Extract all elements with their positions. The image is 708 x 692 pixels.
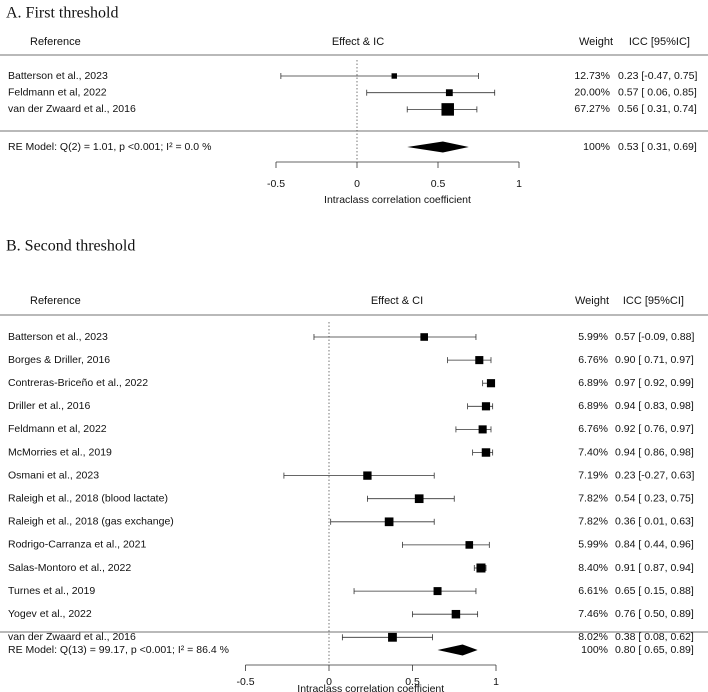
study-weight: 20.00% [574, 86, 610, 98]
study-weight: 7.46% [578, 608, 608, 620]
study-icc: 0.97 [ 0.92, 0.99] [615, 377, 694, 389]
study-point-estimate [476, 563, 486, 573]
study-point-estimate [441, 103, 454, 116]
header-effect: Effect & IC [332, 36, 384, 48]
study-icc: 0.23 [-0.47, 0.75] [618, 70, 697, 82]
study-weight: 8.02% [578, 631, 608, 643]
header-effect: Effect & CI [371, 295, 423, 307]
x-tick-label: -0.5 [267, 178, 285, 190]
study-reference: Raleigh et al., 2018 (blood lactate) [8, 492, 168, 504]
study-point-estimate [481, 402, 491, 411]
study-reference: Raleigh et al., 2018 (gas exchange) [8, 516, 174, 528]
study-weight: 7.82% [578, 516, 608, 528]
summary-icc: 0.53 [ 0.31, 0.69] [618, 141, 697, 153]
header-reference: Reference [30, 36, 81, 48]
study-icc: 0.57 [-0.09, 0.88] [615, 331, 694, 343]
header-icc: ICC [95%IC] [629, 36, 690, 48]
study-point-estimate [384, 517, 394, 527]
study-point-estimate [481, 448, 491, 457]
study-weight: 5.99% [578, 539, 608, 551]
x-tick-label: 0.5 [431, 178, 446, 190]
study-icc: 0.54 [ 0.23, 0.75] [615, 492, 694, 504]
study-weight: 7.82% [578, 492, 608, 504]
study-point-estimate [388, 632, 397, 642]
study-reference: Osmani et al., 2023 [8, 469, 99, 481]
study-icc: 0.94 [ 0.86, 0.98] [615, 446, 694, 458]
study-reference: Batterson et al., 2023 [8, 331, 108, 343]
study-weight: 8.40% [578, 562, 608, 574]
study-reference: Batterson et al., 2023 [8, 70, 108, 82]
summary-label: RE Model: Q(2) = 1.01, p <0.001; I² = 0.… [8, 141, 211, 153]
study-reference: van der Zwaard et al., 2016 [8, 103, 136, 115]
x-tick-label: 1 [516, 178, 522, 190]
study-weight: 67.27% [574, 103, 610, 115]
study-icc: 0.57 [ 0.06, 0.85] [618, 86, 697, 98]
study-reference: McMorries et al., 2019 [8, 446, 112, 458]
study-icc: 0.84 [ 0.44, 0.96] [615, 539, 694, 551]
header-weight: Weight [575, 295, 609, 307]
study-icc: 0.94 [ 0.83, 0.98] [615, 400, 694, 412]
header-weight: Weight [579, 36, 613, 48]
study-point-estimate [420, 333, 428, 341]
study-weight: 6.61% [578, 585, 608, 597]
x-tick-label: 0.5 [405, 676, 420, 688]
study-weight: 7.40% [578, 446, 608, 458]
study-weight: 5.99% [578, 331, 608, 343]
summary-diamond [407, 141, 469, 153]
header-icc: ICC [95%CI] [623, 295, 684, 307]
study-reference: Driller et al., 2016 [8, 400, 90, 412]
study-weight: 6.76% [578, 423, 608, 435]
study-point-estimate [465, 541, 474, 549]
panel-title: A. First threshold [6, 5, 118, 22]
study-icc: 0.92 [ 0.76, 0.97] [615, 423, 694, 435]
study-reference: Yogev et al., 2022 [8, 608, 92, 620]
study-reference: Contreras-Briceño et al., 2022 [8, 377, 148, 389]
x-tick-label: 1 [493, 676, 499, 688]
x-tick-label: -0.5 [236, 676, 254, 688]
study-icc: 0.65 [ 0.15, 0.88] [615, 585, 694, 597]
study-weight: 12.73% [574, 70, 610, 82]
study-weight: 6.89% [578, 400, 608, 412]
study-point-estimate [363, 471, 372, 480]
study-point-estimate [475, 356, 484, 365]
study-icc: 0.90 [ 0.71, 0.97] [615, 354, 694, 366]
study-icc: 0.36 [ 0.01, 0.63] [615, 516, 694, 528]
study-icc: 0.56 [ 0.31, 0.74] [618, 103, 697, 115]
study-icc: 0.76 [ 0.50, 0.89] [615, 608, 694, 620]
study-reference: Feldmann et al, 2022 [8, 423, 107, 435]
summary-label: RE Model: Q(13) = 99.17, p <0.001; I² = … [8, 644, 229, 656]
x-tick-label: 0 [354, 178, 360, 190]
study-reference: Borges & Driller, 2016 [8, 354, 110, 366]
study-point-estimate [391, 73, 397, 79]
study-point-estimate [486, 379, 496, 388]
study-icc: 0.38 [ 0.08, 0.62] [615, 631, 694, 643]
summary-diamond [437, 644, 478, 656]
study-weight: 6.89% [578, 377, 608, 389]
study-weight: 7.19% [578, 469, 608, 481]
study-point-estimate [445, 89, 453, 97]
study-reference: Turnes et al., 2019 [8, 585, 95, 597]
study-reference: Feldmann et al, 2022 [8, 86, 107, 98]
panel-title: B. Second threshold [6, 238, 135, 255]
study-reference: Rodrigo-Carranza et al., 2021 [8, 539, 146, 551]
summary-icc: 0.80 [ 0.65, 0.89] [615, 644, 694, 656]
study-point-estimate [433, 587, 442, 596]
study-icc: 0.23 [-0.27, 0.63] [615, 469, 694, 481]
study-weight: 6.76% [578, 354, 608, 366]
study-point-estimate [451, 609, 461, 619]
study-reference: van der Zwaard et al., 2016 [8, 631, 136, 643]
x-tick-label: 0 [326, 676, 332, 688]
summary-weight: 100% [581, 644, 608, 656]
header-reference: Reference [30, 295, 81, 307]
x-axis-label: Intraclass correlation coefficient [297, 683, 444, 692]
study-reference: Salas-Montoro et al., 2022 [8, 562, 131, 574]
study-point-estimate [414, 494, 424, 504]
summary-weight: 100% [583, 141, 610, 153]
study-point-estimate [478, 425, 487, 434]
study-icc: 0.91 [ 0.87, 0.94] [615, 562, 694, 574]
x-axis-label: Intraclass correlation coefficient [324, 194, 471, 206]
